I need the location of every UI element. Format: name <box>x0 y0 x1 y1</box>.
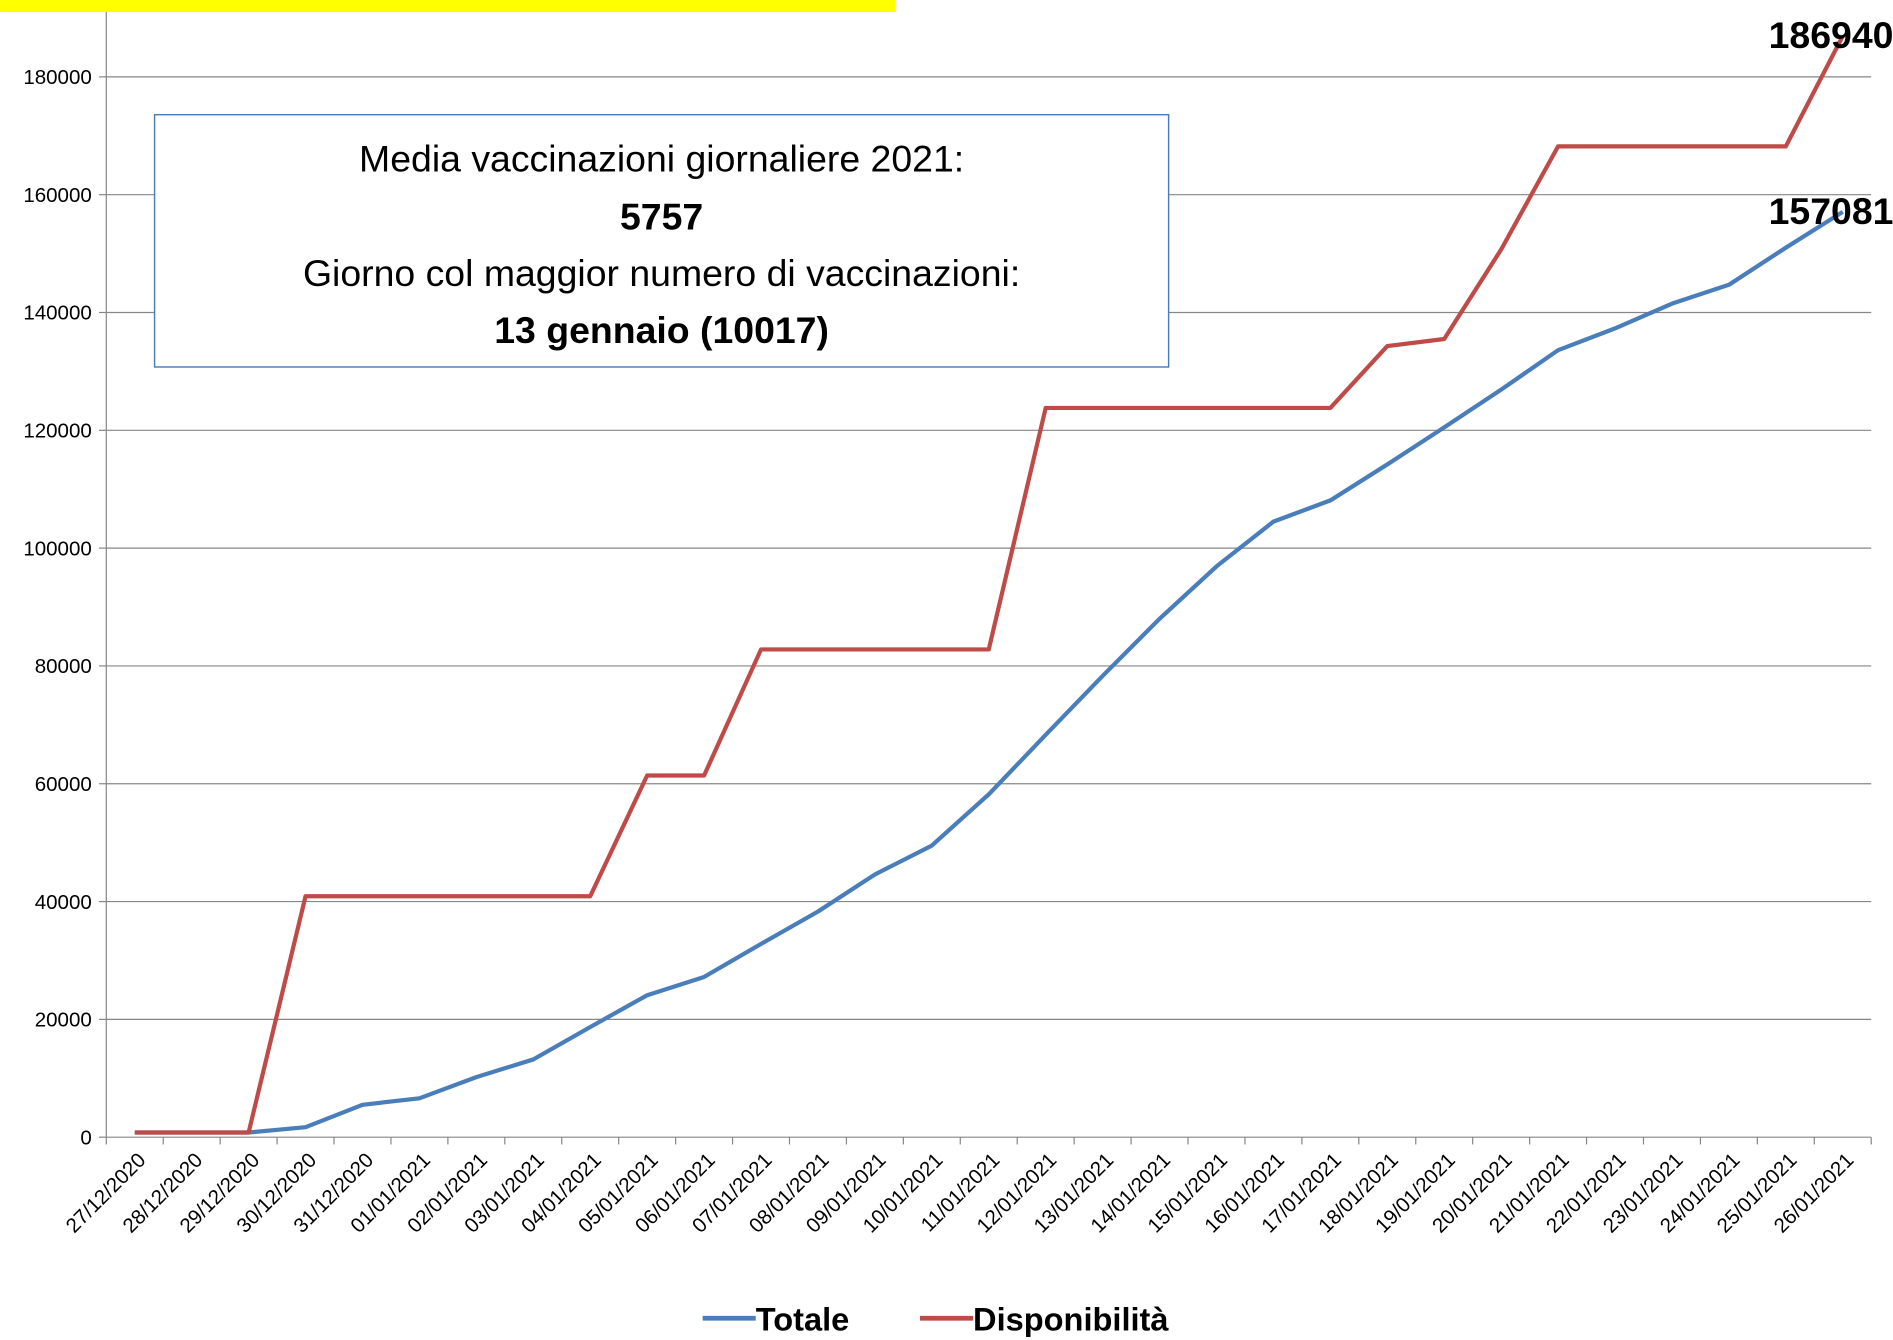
y-tick-label: 0 <box>80 1126 91 1149</box>
series-line <box>134 35 1845 1135</box>
annotation-text: 13 gennaio (10017) <box>494 309 829 351</box>
y-tick-label: 120000 <box>23 420 91 443</box>
y-tick-label: 60000 <box>35 773 92 796</box>
annotation-text: Media vaccinazioni giornaliere 2021: <box>359 137 964 179</box>
annotation-text: 5757 <box>620 195 703 237</box>
plot: 157081 186940 <box>134 14 1893 1135</box>
data-label: 186940 <box>1769 14 1893 56</box>
y-tick-label: 20000 <box>35 1009 92 1032</box>
annotation-text: Giorno col maggior numero di vaccinazion… <box>303 252 1020 294</box>
y-tick-label: 160000 <box>23 184 91 207</box>
legend-label: Totale <box>756 1300 850 1337</box>
y-tick-label: 180000 <box>23 66 91 89</box>
y-tick-label: 100000 <box>23 537 91 560</box>
title-band <box>0 0 896 13</box>
legend-label: Disponibilità <box>973 1300 1169 1337</box>
y-tick-label: 40000 <box>35 891 92 914</box>
series-line <box>134 210 1844 1135</box>
data-label: 157081 <box>1769 190 1893 232</box>
y-tick-label: 80000 <box>35 655 92 678</box>
y-tick-label: 140000 <box>23 302 91 325</box>
annotation-box <box>153 113 1170 368</box>
